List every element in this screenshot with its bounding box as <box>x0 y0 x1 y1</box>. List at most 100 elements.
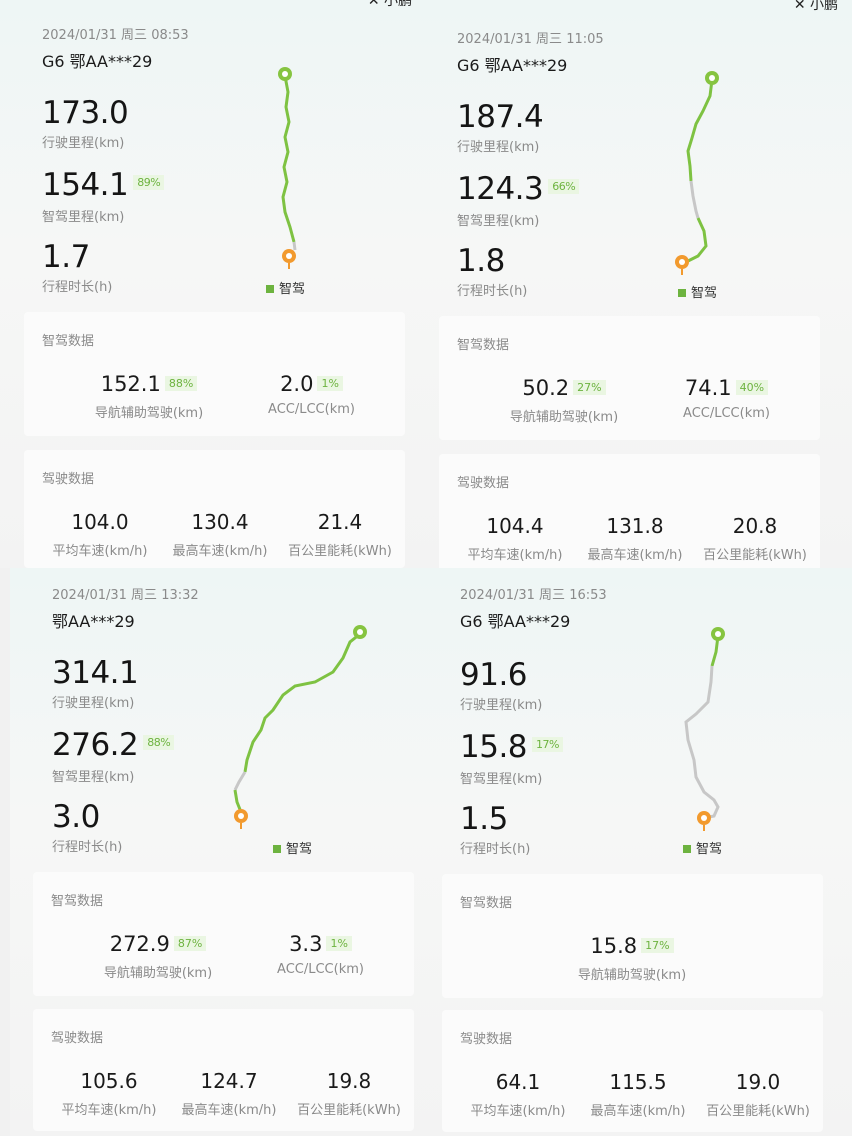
trip-card-1[interactable]: ✕ 小鹏 2024/01/31 周三 08:53 G6 鄂AA***29 173… <box>0 0 426 568</box>
avg-speed-value: 64.1 <box>495 1070 541 1094</box>
max-speed-label: 最高车速(km/h) <box>181 1103 277 1118</box>
trip-date: 2024/01/31 周三 16:53 <box>460 588 607 603</box>
max-speed-value: 115.5 <box>609 1070 667 1094</box>
drive-data-title: 驾驶数据 <box>457 476 510 491</box>
drive-distance-stat: 173.0 行驶里程(km) <box>42 95 129 151</box>
nav-assist-label: 导航辅助驾驶(km) <box>103 966 213 981</box>
smart-distance-stat: 124.3 66% 智驾里程(km) <box>457 171 580 229</box>
energy-item: 19.0 百公里能耗(kWh) <box>698 1070 818 1119</box>
duration-stat: 1.7 行程时长(h) <box>42 240 112 295</box>
drive-data-card: 驾驶数据 64.1 平均车速(km/h) 115.5 最高车速(km/h) 19.0… <box>442 1010 823 1132</box>
drive-distance-stat: 91.6 行驶里程(km) <box>460 658 542 713</box>
max-speed-item: 124.7 最高车速(km/h) <box>169 1069 289 1118</box>
smart-distance-stat: 276.2 88% 智驾里程(km) <box>52 728 175 785</box>
brand-logo: ✕ 小鹏 <box>367 0 412 9</box>
acc-lcc-item: 3.3 1% ACC/LCC(km) <box>238 932 403 977</box>
trip-date: 2024/01/31 周三 08:53 <box>42 28 189 43</box>
duration-label: 行程时长(h) <box>42 280 113 295</box>
drive-distance-value: 91.6 <box>460 657 528 693</box>
drive-distance-label: 行驶里程(km) <box>52 696 135 711</box>
legend-swatch-icon <box>683 844 691 853</box>
avg-speed-value: 105.6 <box>80 1069 138 1093</box>
energy-value: 19.0 <box>735 1070 781 1094</box>
drive-distance-stat: 187.4 行驶里程(km) <box>457 99 544 155</box>
car-plate: G6 鄂AA***29 <box>42 52 153 71</box>
route-map[interactable] <box>658 66 778 296</box>
drive-data-title: 驾驶数据 <box>42 472 95 487</box>
avg-speed-value: 104.0 <box>71 510 129 534</box>
drive-distance-label: 行驶里程(km) <box>460 698 543 713</box>
nav-assist-percent: 87% <box>173 935 207 951</box>
nav-assist-item: 272.9 87% 导航辅助驾驶(km) <box>73 932 243 981</box>
trip-card-4[interactable]: 2024/01/31 周三 16:53 G6 鄂AA***29 91.6 行驶里… <box>426 568 852 1136</box>
trip-card-3[interactable]: 2024/01/31 周三 13:32 鄂AA***29 314.1 行驶里程(… <box>10 568 426 1136</box>
smart-distance-label: 智驾里程(km) <box>460 771 543 787</box>
duration-stat: 3.0 行程时长(h) <box>52 800 122 855</box>
nav-assist-value: 15.8 <box>590 934 638 958</box>
trip-card-2[interactable]: ✕ 小鹏 2024/01/31 周三 11:05 G6 鄂AA***29 187… <box>426 0 852 568</box>
max-speed-value: 131.8 <box>606 514 664 538</box>
start-pin-icon <box>278 67 292 81</box>
nav-assist-label: 导航辅助驾驶(km) <box>94 406 204 421</box>
max-speed-value: 124.7 <box>200 1069 258 1093</box>
avg-speed-item: 64.1 平均车速(km/h) <box>458 1070 578 1119</box>
route-manual-segment <box>292 241 297 251</box>
energy-value: 19.8 <box>326 1069 372 1093</box>
route-map[interactable] <box>666 622 786 852</box>
avg-speed-label: 平均车速(km/h) <box>467 548 563 563</box>
route-smart-segment <box>686 79 714 182</box>
drive-distance-value: 173.0 <box>42 95 129 131</box>
smart-distance-value: 15.8 <box>460 729 528 765</box>
smart-data-card: 智驾数据 272.9 87% 导航辅助驾驶(km) 3.3 1% ACC/LCC(k… <box>33 872 414 996</box>
start-pin-icon <box>711 627 725 641</box>
drive-distance-stat: 314.1 行驶里程(km) <box>52 655 139 711</box>
duration-value: 1.7 <box>42 239 90 275</box>
energy-value: 21.4 <box>317 510 363 534</box>
smart-data-title: 智驾数据 <box>42 334 95 349</box>
acc-lcc-label: ACC/LCC(km) <box>268 402 355 417</box>
smart-distance-label: 智驾里程(km) <box>457 213 540 229</box>
legend-swatch-icon <box>273 844 281 853</box>
smart-distance-label: 智驾里程(km) <box>42 209 125 225</box>
route-legend: 智驾 <box>678 282 717 301</box>
route-manual-segment <box>233 771 247 791</box>
duration-stat: 1.8 行程时长(h) <box>457 244 527 299</box>
smart-distance-label: 智驾里程(km) <box>52 769 135 785</box>
drive-distance-label: 行驶里程(km) <box>42 136 125 151</box>
smart-data-title: 智驾数据 <box>460 896 513 911</box>
duration-label: 行程时长(h) <box>52 840 123 855</box>
max-speed-label: 最高车速(km/h) <box>590 1104 686 1119</box>
max-speed-label: 最高车速(km/h) <box>172 544 268 559</box>
avg-speed-item: 105.6 平均车速(km/h) <box>49 1069 169 1118</box>
smart-data-title: 智驾数据 <box>457 338 510 353</box>
smart-distance-value: 124.3 <box>457 171 544 207</box>
smart-data-card: 智驾数据 152.1 88% 导航辅助驾驶(km) 2.0 1% ACC/LCC(k… <box>24 312 405 436</box>
drive-distance-label: 行驶里程(km) <box>457 140 540 155</box>
end-pin-icon <box>234 809 248 829</box>
max-speed-value: 130.4 <box>191 510 249 534</box>
acc-lcc-value: 74.1 <box>684 376 732 400</box>
energy-label: 百公里能耗(kWh) <box>288 544 392 559</box>
route-manual-segment <box>689 180 700 219</box>
duration-stat: 1.5 行程时长(h) <box>460 802 530 857</box>
nav-assist-item: 152.1 88% 导航辅助驾驶(km) <box>64 372 234 421</box>
acc-lcc-percent: 1% <box>317 375 343 391</box>
duration-label: 行程时长(h) <box>457 284 528 299</box>
route-map[interactable] <box>215 620 375 850</box>
smart-percent-badge: 17% <box>532 736 563 752</box>
nav-assist-value: 50.2 <box>522 376 570 400</box>
end-pin-icon <box>282 249 296 269</box>
drive-distance-value: 314.1 <box>52 655 139 691</box>
route-legend: 智驾 <box>266 278 305 297</box>
nav-assist-percent: 17% <box>641 937 674 953</box>
drive-distance-value: 187.4 <box>457 99 544 135</box>
route-map[interactable] <box>230 62 350 292</box>
smart-distance-stat: 15.8 17% 智驾里程(km) <box>460 730 563 787</box>
energy-item: 21.4 百公里能耗(kWh) <box>280 510 400 559</box>
max-speed-label: 最高车速(km/h) <box>587 548 683 563</box>
energy-value: 20.8 <box>732 514 778 538</box>
nav-assist-percent: 88% <box>164 375 198 391</box>
end-pin-icon <box>697 811 711 831</box>
max-speed-item: 130.4 最高车速(km/h) <box>160 510 280 559</box>
avg-speed-value: 104.4 <box>486 514 544 538</box>
